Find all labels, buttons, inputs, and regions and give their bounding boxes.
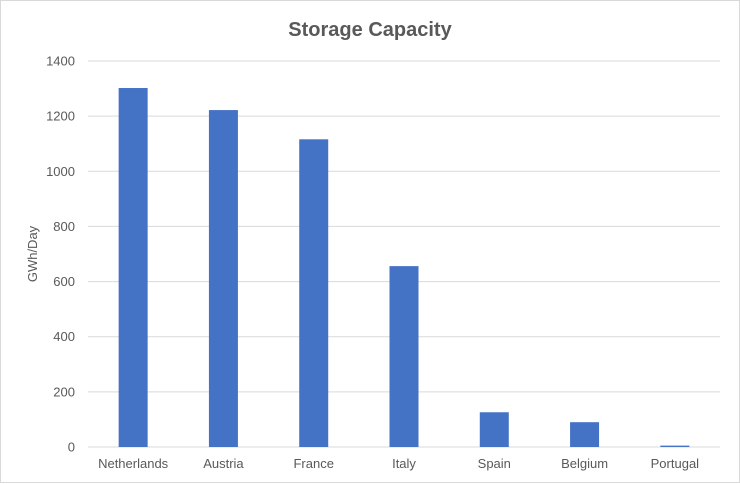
bar-belgium <box>570 422 600 447</box>
bars <box>118 88 690 448</box>
x-tick-label: Netherlands <box>98 456 169 471</box>
x-tick-label: Portugal <box>651 456 700 471</box>
bar-spain <box>479 412 509 447</box>
x-tick-label: Belgium <box>561 456 608 471</box>
bar-france <box>299 139 329 447</box>
x-tick-label: Italy <box>392 456 416 471</box>
y-tick-label: 1400 <box>46 54 75 69</box>
x-tick-label: France <box>293 456 333 471</box>
y-axis-label: GWh/Day <box>25 225 40 282</box>
bar-austria <box>208 110 238 447</box>
y-tick-label: 1200 <box>46 109 75 124</box>
y-tick-labels: 0 200 400 600 800 1000 1200 1400 <box>46 54 75 455</box>
x-tick-label: Spain <box>478 456 511 471</box>
y-tick-label: 400 <box>53 329 75 344</box>
y-tick-label: 600 <box>53 274 75 289</box>
y-tick-label: 200 <box>53 384 75 399</box>
bar-netherlands <box>118 88 148 448</box>
bar-italy <box>389 266 419 447</box>
y-tick-label: 1000 <box>46 164 75 179</box>
x-tick-labels: Netherlands Austria France Italy Spain Belgiu… <box>98 456 699 471</box>
chart-title: Storage Capacity <box>288 19 452 41</box>
x-tick-label: Austria <box>203 456 244 471</box>
bar-portugal <box>660 445 690 447</box>
y-tick-label: 800 <box>53 219 75 234</box>
y-tick-label: 0 <box>68 440 75 455</box>
